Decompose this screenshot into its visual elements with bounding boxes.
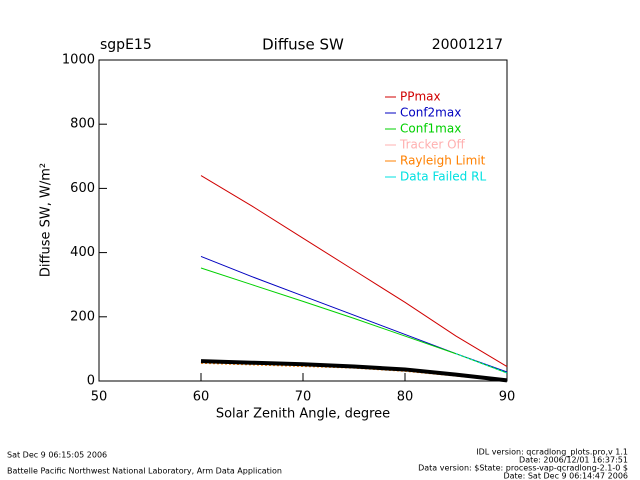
- chart-title: Diffuse SW: [262, 36, 344, 54]
- footer-right: Date: Sat Dec 9 06:14:47 2006: [503, 472, 628, 480]
- footer-right: Data version: $State: process-vap-qcradl…: [418, 464, 628, 473]
- y-axis-label: Diffuse SW, W/m²: [39, 163, 54, 277]
- y-tick-label: 200: [70, 309, 95, 324]
- series-line: [200, 359, 508, 383]
- date-label: 20001217: [432, 37, 503, 53]
- x-tick-label: 70: [295, 390, 312, 405]
- legend-label: Rayleigh Limit: [400, 154, 486, 168]
- x-tick-label: 80: [397, 390, 414, 405]
- x-tick-label: 50: [91, 390, 108, 405]
- series-line: [200, 255, 508, 373]
- series-line: [455, 353, 508, 374]
- y-tick-label: 1000: [62, 53, 95, 68]
- legend-label: Tracker Off: [399, 138, 466, 152]
- x-tick-label: 90: [499, 390, 516, 405]
- legend-label: PPmax: [400, 90, 441, 104]
- y-tick-label: 0: [87, 374, 95, 389]
- legend-label: Data Failed RL: [400, 170, 486, 184]
- site-label: sgpE15: [100, 37, 152, 53]
- y-tick-label: 400: [70, 245, 95, 260]
- series-line: [200, 175, 508, 367]
- footer-left: Battelle Pacific Northwest National Labo…: [7, 467, 282, 476]
- legend-label: Conf1max: [400, 122, 461, 136]
- footer-right: Date: 2006/12/01 16:37:51: [519, 456, 628, 465]
- series-line: [200, 267, 508, 374]
- legend-label: Conf2max: [400, 106, 461, 120]
- x-tick-label: 60: [193, 390, 210, 405]
- y-tick-label: 600: [70, 181, 95, 196]
- y-tick-label: 800: [70, 117, 95, 132]
- footer-left: Sat Dec 9 06:15:05 2006: [7, 451, 107, 460]
- x-axis-label: Solar Zenith Angle, degree: [216, 407, 390, 422]
- footer-right: IDL version: qcradlong_plots.pro,v 1.1: [476, 448, 628, 457]
